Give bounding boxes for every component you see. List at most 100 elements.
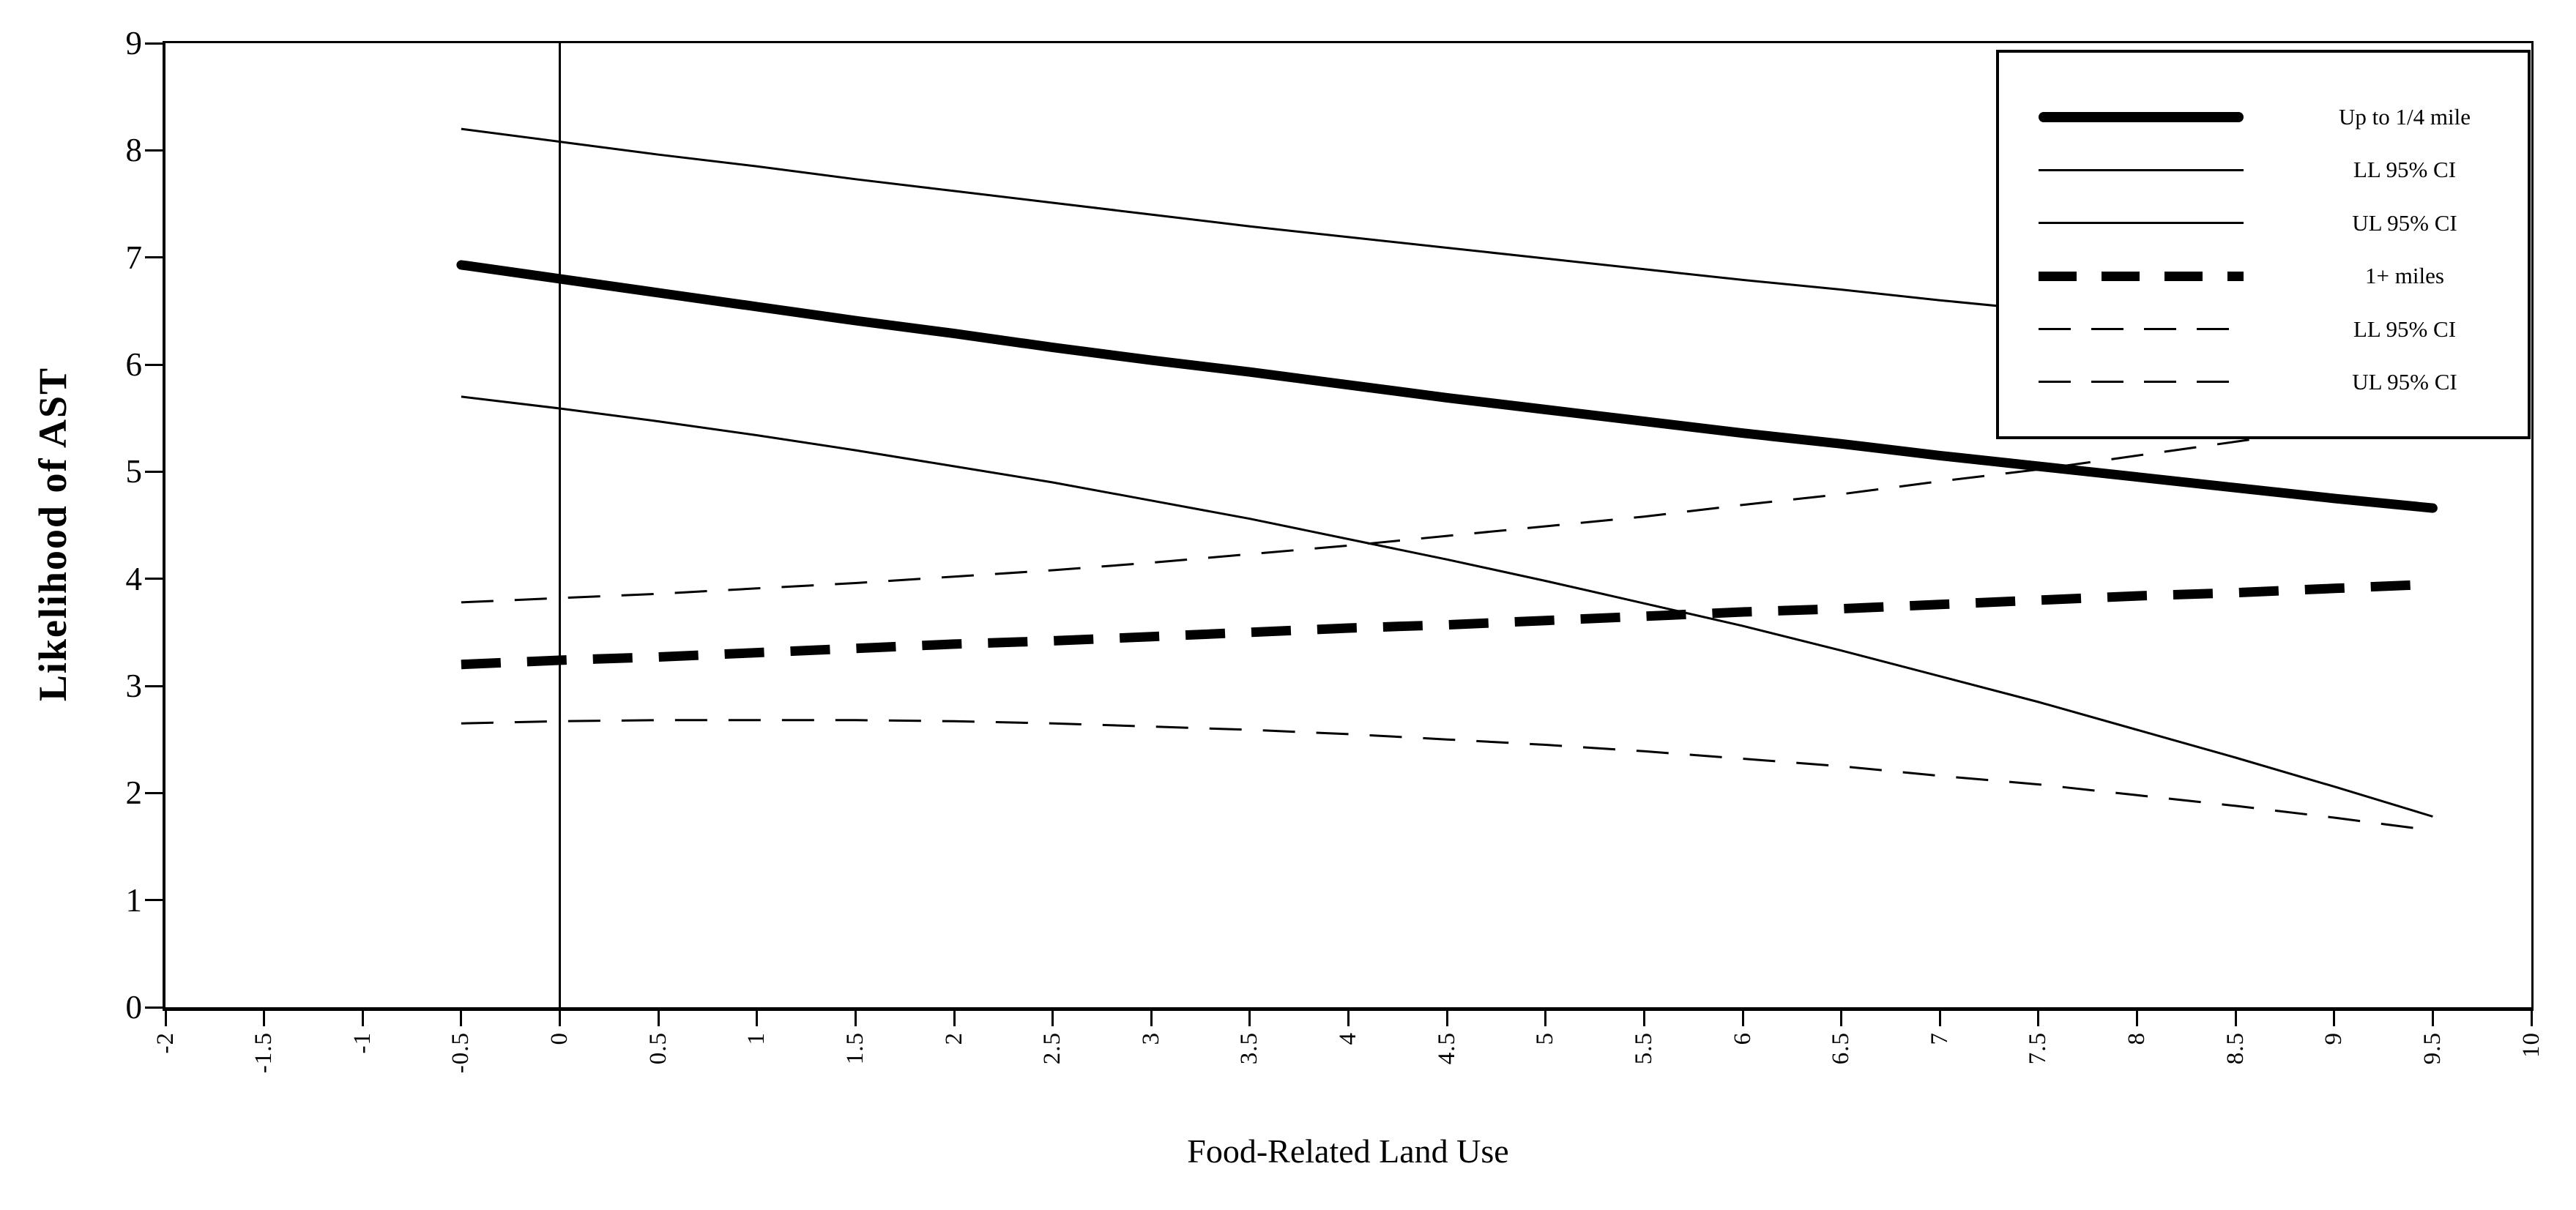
legend-row-1: LL 95% CI: [1999, 157, 2528, 183]
x-axis-tick-label: 8: [2119, 1032, 2156, 1142]
x-axis-tick-label: 3: [1133, 1032, 1169, 1142]
x-axis-tick-label-text: 5: [1532, 1032, 1559, 1045]
x-axis-tick-label-text: -2: [152, 1032, 179, 1054]
x-axis-tick-label-text: 5.5: [1630, 1032, 1657, 1065]
legend-label: 1+ miles: [2365, 263, 2444, 289]
x-axis-tick: [164, 1009, 167, 1026]
x-axis-tick: [2431, 1009, 2434, 1026]
x-axis-tick-label-text: 10: [2517, 1032, 2545, 1058]
thin-dashed-line-icon: [2039, 328, 2244, 331]
x-axis-tick-label-text: 3.5: [1236, 1032, 1263, 1065]
y-axis-tick-label: 5: [125, 453, 143, 490]
x-axis-tick: [559, 1009, 561, 1026]
legend-row-3: 1+ miles: [1999, 263, 2528, 289]
x-axis-tick: [1741, 1009, 1744, 1026]
x-axis-tick-label: 9.5: [2414, 1032, 2451, 1142]
y-axis-tick-label: 7: [125, 239, 143, 276]
x-axis-tick-label-text: 6: [1729, 1032, 1756, 1045]
x-axis-tick: [263, 1009, 266, 1026]
x-axis-tick-label-text: 4: [1335, 1032, 1361, 1045]
x-axis-tick: [1347, 1009, 1350, 1026]
x-axis-tick-label-text: 4.5: [1433, 1032, 1460, 1065]
x-axis-tick: [2530, 1009, 2533, 1026]
series-line-4-ll-95-ci: [461, 719, 2433, 832]
x-axis-tick-label-text: 1: [743, 1032, 770, 1045]
x-axis-tick-label: 7: [1921, 1032, 1958, 1142]
x-axis-tick: [460, 1009, 463, 1026]
series-line-1-ll-95-ci: [461, 395, 2433, 818]
x-axis-tick-label: 6.5: [1823, 1032, 1860, 1142]
x-axis-tick-label: 4: [1330, 1032, 1367, 1142]
thin-solid-line-icon: [2039, 222, 2244, 225]
x-axis-tick-label: 7.5: [2020, 1032, 2057, 1142]
x-axis-tick: [1544, 1009, 1547, 1026]
x-axis-tick-label-text: 7: [1926, 1032, 1953, 1045]
x-axis-tick: [1051, 1009, 1054, 1026]
y-axis-tick: [145, 1006, 163, 1009]
x-axis-tick-label: 0.5: [640, 1032, 677, 1142]
x-axis-tick-label: 10: [2513, 1032, 2550, 1142]
legend-row-0: Up to 1/4 mile: [1999, 104, 2528, 130]
chart-canvas: [456, 43, 2438, 1007]
x-axis-tick-label-text: 0: [546, 1032, 573, 1045]
legend-label: LL 95% CI: [2353, 157, 2457, 183]
x-axis-tick-label: 2: [936, 1032, 972, 1142]
x-axis-tick: [2234, 1009, 2237, 1026]
x-axis-tick-label-text: 0.5: [644, 1032, 671, 1065]
thick-dashed-line-icon: [2039, 271, 2244, 281]
x-axis-tick-label-text: 6.5: [1828, 1032, 1855, 1065]
x-axis-tick: [1840, 1009, 1843, 1026]
series-line-3-1-miles: [461, 579, 2433, 670]
y-axis-tick-label: 3: [125, 668, 143, 704]
thin-solid-line-icon: [2039, 168, 2244, 171]
x-axis-tick-label: 0: [542, 1032, 578, 1142]
x-axis-tick-label: 1.5: [837, 1032, 874, 1142]
x-axis-tick-label: 5.5: [1626, 1032, 1662, 1142]
x-axis-tick-label-text: 9.5: [2419, 1032, 2446, 1065]
x-axis-tick: [1642, 1009, 1645, 1026]
x-axis-tick-label: -2: [147, 1032, 184, 1142]
thin-solid-line-icon: [2039, 222, 2244, 225]
x-axis-tick-label-text: 7.5: [2025, 1032, 2052, 1065]
legend-label: Up to 1/4 mile: [2339, 104, 2471, 130]
legend-row-2: UL 95% CI: [1999, 210, 2528, 236]
y-axis-tick: [145, 256, 163, 259]
x-axis-tick-label: 5: [1527, 1032, 1564, 1142]
x-axis-tick-label-text: -1: [349, 1032, 376, 1054]
series-line-5-ul-95-ci: [461, 411, 2433, 604]
y-axis-tick: [145, 899, 163, 902]
y-axis-tick: [145, 470, 163, 473]
x-axis-title: Food-Related Land Use: [1187, 1132, 1509, 1170]
y-axis-tick-label: 0: [125, 989, 143, 1026]
legend-label: LL 95% CI: [2353, 315, 2457, 342]
x-axis-tick: [1248, 1009, 1251, 1026]
x-axis-tick-label-text: 9: [2320, 1032, 2348, 1045]
y-axis-tick: [145, 363, 163, 366]
y-axis-tick: [145, 578, 163, 580]
y-axis-tick-label: 1: [125, 881, 143, 919]
x-axis-tick: [2333, 1009, 2336, 1026]
thin-solid-line-icon: [2039, 168, 2244, 171]
x-axis-tick: [1445, 1009, 1448, 1026]
thick-dashed-line-icon: [2039, 271, 2244, 281]
x-axis-tick-label: -0.5: [443, 1032, 480, 1142]
x-axis-tick-label-text: 8.5: [2222, 1032, 2249, 1065]
y-axis-title: Likelihood of AST: [31, 367, 75, 702]
series-line-0-up-to-1-4-mile: [456, 260, 2438, 513]
x-axis-tick-label-text: 8: [2123, 1032, 2150, 1045]
y-axis-tick: [145, 149, 163, 152]
x-axis-tick: [953, 1009, 956, 1026]
thick-solid-line-icon: [2039, 112, 2244, 122]
y-axis-tick-label: 9: [125, 25, 143, 61]
x-axis-tick: [2037, 1009, 2040, 1026]
y-axis-tick: [145, 791, 163, 794]
legend-row-5: UL 95% CI: [1999, 369, 2528, 395]
y-axis-tick-label: 8: [125, 132, 143, 169]
x-axis-tick: [756, 1009, 759, 1026]
x-axis-tick-label-text: -0.5: [447, 1032, 474, 1074]
thin-dashed-line-icon: [2039, 381, 2244, 384]
x-axis-tick-label: -1: [344, 1032, 381, 1142]
x-axis-tick-label: 9: [2316, 1032, 2353, 1142]
y-axis-tick-label: 2: [125, 774, 143, 812]
x-axis-tick-label: 2.5: [1035, 1032, 1071, 1142]
